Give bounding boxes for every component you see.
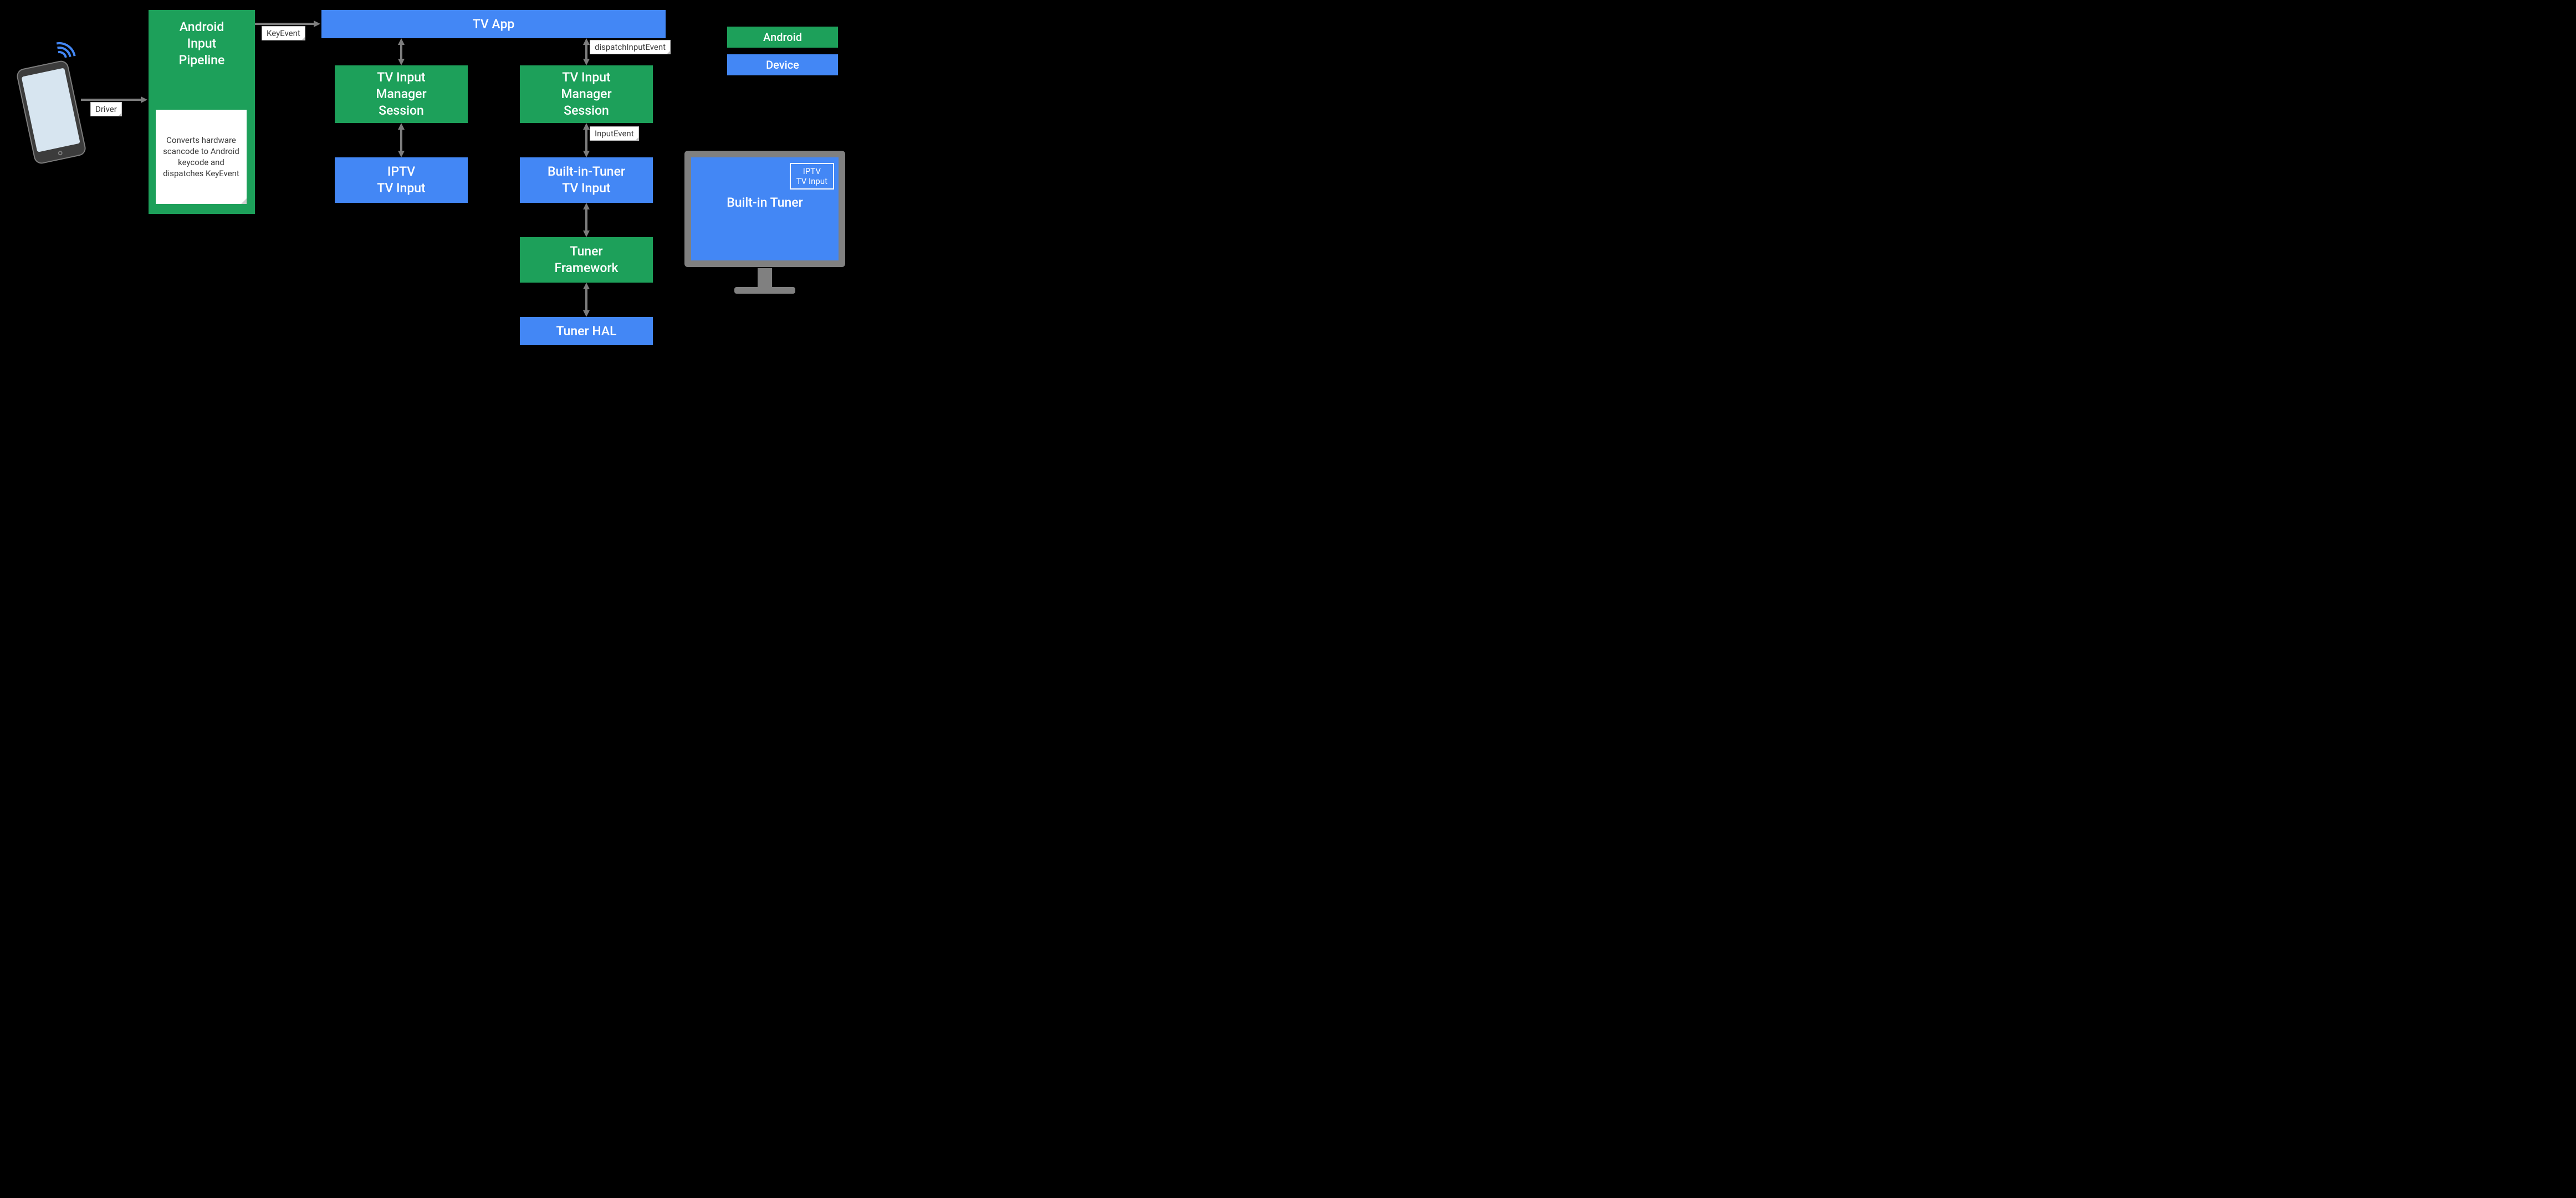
node-tv-app: TV App bbox=[321, 10, 666, 38]
arrowhead-icon bbox=[583, 123, 590, 130]
arrowhead-icon bbox=[583, 151, 590, 157]
node-tims-left: TV Input Manager Session bbox=[335, 65, 468, 123]
arrowhead-icon bbox=[398, 123, 405, 130]
monitor-stand bbox=[758, 268, 772, 288]
tv-monitor: IPTV TV Input Built-in Tuner bbox=[684, 151, 845, 294]
node-tuner-hal: Tuner HAL bbox=[520, 317, 653, 345]
phone-device bbox=[16, 59, 87, 165]
phone-body bbox=[16, 59, 87, 165]
arrowhead-icon bbox=[398, 151, 405, 157]
arrowhead-icon bbox=[141, 96, 147, 103]
node-iptv-input: IPTV TV Input bbox=[335, 157, 468, 203]
monitor-main-label: Built-in Tuner bbox=[727, 195, 803, 210]
arrow-phone-to-pipeline bbox=[81, 99, 141, 101]
arrowhead-icon bbox=[398, 59, 405, 65]
phone-home-button bbox=[57, 151, 62, 156]
arrowhead-icon bbox=[583, 310, 590, 317]
arrow-pipeline-to-tvapp bbox=[255, 23, 314, 25]
monitor-screen: IPTV TV Input Built-in Tuner bbox=[691, 157, 839, 260]
arrowhead-icon bbox=[583, 203, 590, 209]
edge-label-dispatch: dispatchInputEvent bbox=[590, 40, 671, 54]
edge-label-driver: Driver bbox=[90, 102, 122, 116]
pipeline-note: Converts hardware scancode to Android ke… bbox=[156, 110, 247, 204]
edge-label-keyevent: KeyEvent bbox=[262, 26, 305, 40]
arrow-tuner-framework-hal bbox=[585, 289, 587, 310]
arrow-tims-left-iptv bbox=[400, 130, 402, 151]
arrow-tvapp-tims-right bbox=[585, 45, 587, 59]
arrowhead-icon bbox=[583, 283, 590, 289]
arrowhead-icon bbox=[583, 231, 590, 237]
arrow-builtin-tuner-framework bbox=[585, 209, 587, 231]
monitor-iptv-inset: IPTV TV Input bbox=[790, 163, 834, 190]
arrowhead-icon bbox=[314, 21, 320, 27]
legend-android: Android bbox=[727, 27, 838, 48]
arrowhead-icon bbox=[583, 59, 590, 65]
monitor-frame: IPTV TV Input Built-in Tuner bbox=[684, 151, 845, 267]
monitor-base bbox=[734, 287, 795, 294]
arrowhead-icon bbox=[398, 38, 405, 45]
legend-device: Device bbox=[727, 54, 838, 75]
arrow-tims-right-builtin bbox=[585, 130, 587, 151]
node-tuner-framework: Tuner Framework bbox=[520, 237, 653, 283]
node-tims-right: TV Input Manager Session bbox=[520, 65, 653, 123]
arrow-tvapp-tims-left bbox=[400, 45, 402, 59]
edge-label-inputevent: InputEvent bbox=[590, 126, 639, 141]
node-builtin-tuner-input: Built-in-Tuner TV Input bbox=[520, 157, 653, 203]
arrowhead-icon bbox=[583, 38, 590, 45]
phone-screen bbox=[22, 68, 80, 152]
